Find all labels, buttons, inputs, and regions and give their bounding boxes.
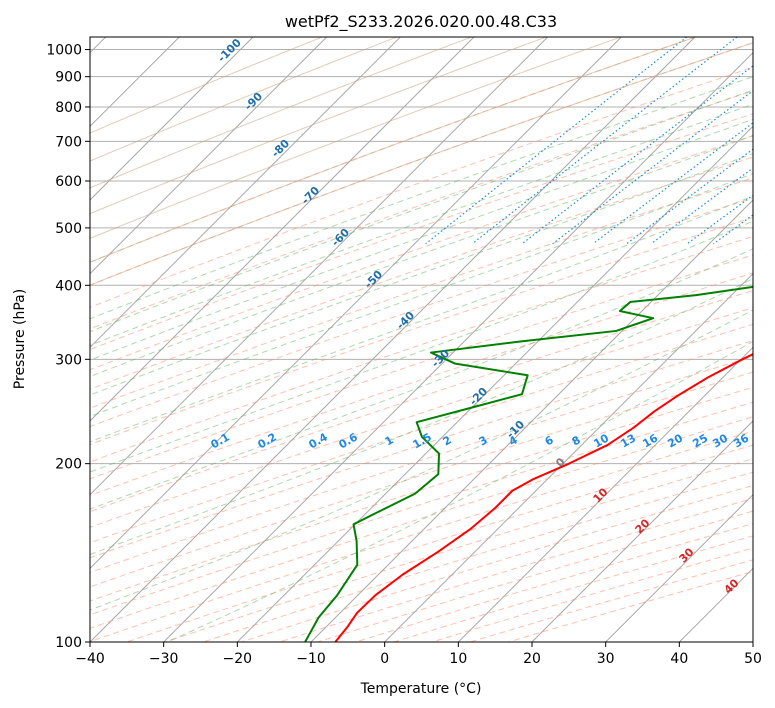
dry-adiabat-310 [90, 197, 753, 428]
ref-curve-240 [90, 42, 753, 286]
y-tick-label: 900 [55, 70, 82, 86]
y-tick-label: 200 [55, 457, 82, 473]
mixing-ratio-line-1 [471, 37, 738, 245]
isotherm-0 [384, 272, 753, 642]
dry-adiabat-250 [90, 66, 753, 308]
isotherm--10 [310, 199, 753, 642]
x-tick-label: 0 [380, 651, 389, 667]
y-tick-label: 700 [55, 134, 82, 150]
series-line-dewpoint [304, 285, 753, 642]
y-tick-label: 500 [55, 221, 82, 237]
y-tick-label: 800 [55, 100, 82, 116]
ref-curve-200 [90, 37, 472, 189]
x-axis-title: Temperature (°C) [360, 681, 482, 697]
isotherm-20 [531, 420, 753, 642]
ref-curve-220 [90, 37, 622, 239]
series-line-temperature [334, 353, 753, 642]
dry-adiabat-400 [90, 356, 753, 574]
x-tick-label: −10 [296, 651, 326, 667]
y-tick-label: 300 [55, 352, 82, 368]
y-tick-label: 600 [55, 174, 82, 190]
moist-adiabat-15 [90, 195, 753, 443]
mixing-ratio-line-2 [521, 65, 753, 245]
isotherm-30 [605, 493, 753, 642]
isotherm--90 [90, 37, 328, 275]
y-tick-label: 400 [55, 278, 82, 294]
mixing-ratio-line-0 [425, 37, 688, 245]
ref-curve-230 [90, 37, 696, 263]
moist-adiabat-25 [90, 248, 753, 510]
isotherm--80 [90, 37, 401, 349]
y-tick-label: 100 [55, 635, 82, 651]
isotherm--50 [90, 37, 622, 570]
isotherm--100 [90, 37, 254, 201]
dry-adiabat-340 [90, 254, 753, 480]
x-tick-label: 30 [597, 651, 615, 667]
x-tick-label: −40 [75, 651, 105, 667]
plot-frame [89, 36, 754, 643]
x-tick-label: −30 [149, 651, 179, 667]
moist-adiabat--15 [90, 89, 753, 333]
dry-adiabat-420 [90, 386, 753, 602]
isotherm-10 [457, 346, 753, 642]
dry-adiabat-370 [90, 307, 753, 528]
ref-curve-190 [90, 37, 397, 162]
x-tick-label: 20 [523, 651, 541, 667]
moist-adiabat-20 [90, 220, 753, 473]
ref-curve-210 [90, 37, 547, 215]
x-tick-label: 50 [744, 651, 762, 667]
isotherm--60 [90, 37, 549, 496]
y-axis-title: Pressure (hPa) [12, 289, 28, 389]
dry-adiabat-360 [90, 289, 753, 513]
dry-adiabat-300 [90, 177, 753, 409]
isotherm--40 [90, 37, 696, 642]
x-tick-label: −20 [223, 651, 253, 667]
y-tick-label: 1000 [46, 43, 82, 59]
moist-adiabat--20 [90, 76, 753, 320]
isotherm--70 [90, 37, 475, 422]
dry-adiabat-290 [90, 156, 753, 390]
x-tick-label: 10 [449, 651, 467, 667]
ref-curve-180 [90, 37, 323, 134]
plot-layers: -100-90-80-70-60-50-40-30-20-10010203040… [90, 37, 753, 642]
axis-ticks: −40 −30 −20 −10 0 10 20 30 40 50 100 200 300 400 500 60… [46, 43, 762, 667]
x-tick-label: 40 [670, 651, 688, 667]
moist-adiabat--5 [90, 118, 753, 361]
dry-adiabat-320 [90, 216, 753, 446]
moist-adiabat-30 [90, 278, 753, 555]
plot-area: -100-90-80-70-60-50-40-30-20-10010203040… [89, 36, 754, 643]
moist-adiabat-10 [90, 172, 753, 417]
chart-title: wetPf2_S233.2026.020.00.48.C33 [285, 12, 557, 32]
moist-adiabat-5 [90, 152, 753, 396]
dry-adiabat-390 [90, 340, 753, 559]
mixing-ratio-line-4 [592, 122, 753, 245]
